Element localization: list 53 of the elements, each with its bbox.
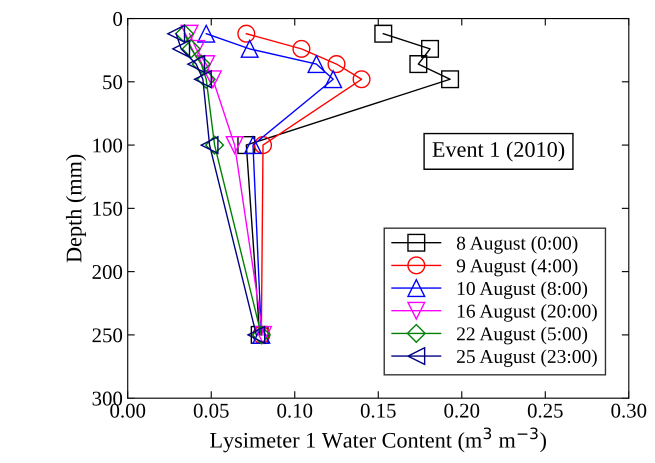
- annotation: Event 1 (2010): [432, 141, 564, 162]
- x-tick-label: 0.00: [110, 404, 146, 418]
- point: [226, 136, 244, 154]
- y-tick-label: 100: [93, 138, 122, 153]
- y-tick-label: 0: [113, 12, 122, 26]
- legend-label: 25 August (23:00): [457, 349, 597, 368]
- point: [247, 326, 266, 344]
- y-tick-label: 50: [103, 75, 122, 90]
- point: [182, 39, 201, 58]
- point: [244, 136, 262, 154]
- x-tick-label: 0.20: [444, 404, 480, 418]
- point: [167, 24, 186, 43]
- point: [441, 70, 460, 88]
- y-tick-label: 250: [92, 328, 122, 342]
- legend-label: 22 August (5:00): [457, 326, 588, 344]
- point: [197, 55, 216, 74]
- point: [187, 40, 206, 58]
- point: [237, 24, 256, 43]
- legend-label: 10 August (8:00): [458, 281, 588, 300]
- point: [194, 70, 212, 88]
- legend-label: 9 August (4:00): [456, 258, 578, 276]
- x-tick-label: 0.10: [277, 404, 312, 418]
- y-tick-label: 300: [92, 392, 122, 406]
- x-tick-label: 0.15: [360, 404, 396, 418]
- point: [205, 136, 224, 155]
- point: [180, 24, 199, 43]
- point: [172, 40, 190, 58]
- legend-label: 16 August (20:00): [458, 304, 597, 322]
- x-tick-label: 0.30: [611, 404, 646, 418]
- point: [307, 55, 326, 74]
- point: [292, 40, 310, 58]
- x-tick-label: 0.25: [528, 404, 563, 418]
- point: [192, 54, 211, 74]
- point: [324, 70, 342, 88]
- point: [409, 55, 428, 74]
- point: [187, 55, 206, 74]
- point: [174, 24, 194, 44]
- point: [254, 136, 272, 154]
- x-axis-title: Lysimeter 1 Water Content (m$^{3}$ m$^{−3}$): [210, 427, 546, 452]
- point: [197, 24, 216, 43]
- x-tick-label: 0.05: [194, 404, 229, 418]
- point: [327, 55, 346, 74]
- point: [200, 136, 219, 154]
- point: [204, 70, 222, 88]
- y-axis-title: Depth (mm): [66, 154, 86, 262]
- point: [352, 70, 371, 88]
- y-tick-label: 150: [93, 202, 122, 216]
- point: [240, 40, 259, 58]
- point: [421, 40, 440, 58]
- legend-label: 8 August (0:00): [456, 236, 578, 254]
- y-tick-label: 200: [92, 265, 122, 280]
- point: [196, 70, 216, 89]
- point: [374, 24, 392, 43]
